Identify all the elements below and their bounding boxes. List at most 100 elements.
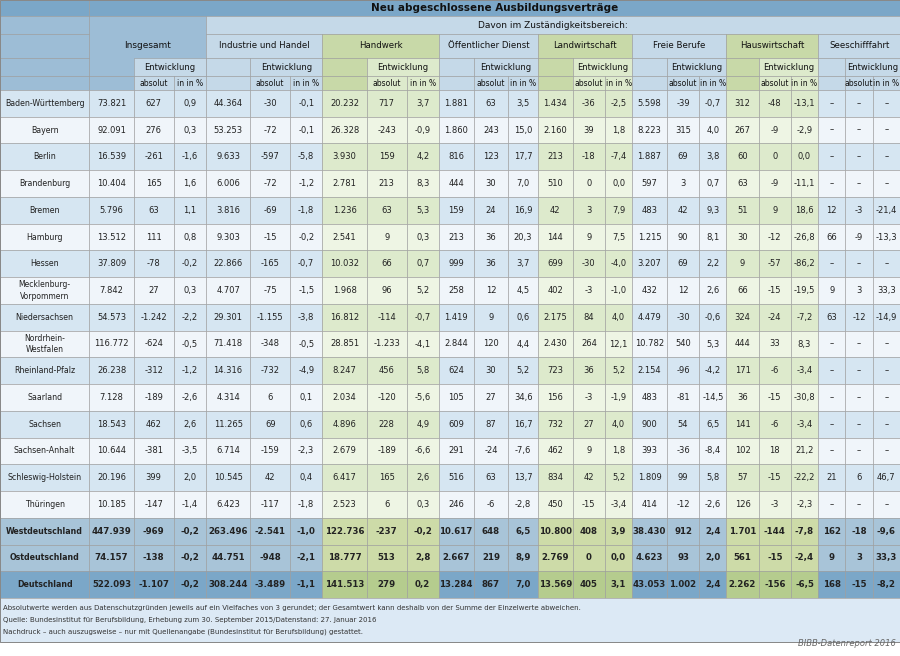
Bar xyxy=(572,518,605,544)
Text: -8,4: -8,4 xyxy=(705,447,721,455)
Text: Entwicklung: Entwicklung xyxy=(847,62,898,72)
Bar xyxy=(407,277,439,304)
Bar xyxy=(0,76,89,90)
Bar xyxy=(0,16,89,34)
Text: 402: 402 xyxy=(547,286,563,295)
Text: -57: -57 xyxy=(768,259,781,268)
Bar xyxy=(508,438,538,464)
Bar xyxy=(322,384,367,411)
Text: -3: -3 xyxy=(585,393,593,402)
Text: Freie Berufe: Freie Berufe xyxy=(653,41,706,51)
Text: 126: 126 xyxy=(734,500,751,509)
Text: 93: 93 xyxy=(677,554,689,562)
Text: 213: 213 xyxy=(379,179,395,188)
Text: 324: 324 xyxy=(734,313,751,321)
Bar xyxy=(206,518,250,544)
Text: -0,2: -0,2 xyxy=(182,259,198,268)
Bar xyxy=(726,76,759,90)
Text: 312: 312 xyxy=(734,99,751,108)
Bar xyxy=(134,251,174,277)
Text: 7.842: 7.842 xyxy=(100,286,123,295)
Bar xyxy=(439,117,473,144)
Text: 2,6: 2,6 xyxy=(416,473,429,482)
Text: 8.247: 8.247 xyxy=(333,366,356,375)
Bar xyxy=(699,438,726,464)
Bar xyxy=(206,571,250,598)
Text: 3,9: 3,9 xyxy=(611,527,626,536)
Text: -2,6: -2,6 xyxy=(182,393,198,402)
Text: 165: 165 xyxy=(379,473,395,482)
Text: 0,7: 0,7 xyxy=(706,179,719,188)
Bar xyxy=(508,571,538,598)
Text: 0: 0 xyxy=(586,554,592,562)
Bar xyxy=(174,170,206,197)
Bar xyxy=(759,144,791,170)
Text: 0,3: 0,3 xyxy=(183,125,196,134)
Bar xyxy=(174,358,206,384)
Text: 3: 3 xyxy=(857,286,862,295)
Bar xyxy=(439,544,473,571)
Bar xyxy=(508,90,538,117)
Bar xyxy=(759,251,791,277)
Bar xyxy=(759,170,791,197)
Text: -19,5: -19,5 xyxy=(794,286,815,295)
Bar xyxy=(439,384,473,411)
Bar xyxy=(759,58,818,76)
Text: –: – xyxy=(830,259,834,268)
Bar xyxy=(572,331,605,358)
Bar xyxy=(134,170,174,197)
Bar xyxy=(632,491,667,518)
Bar xyxy=(818,251,845,277)
Text: 447.939: 447.939 xyxy=(92,527,131,536)
Text: 87: 87 xyxy=(485,420,496,429)
Bar xyxy=(818,518,845,544)
Text: -78: -78 xyxy=(147,259,160,268)
Text: 54.573: 54.573 xyxy=(97,313,126,321)
Text: -86,2: -86,2 xyxy=(794,259,815,268)
Bar xyxy=(699,197,726,224)
Bar xyxy=(206,34,322,58)
Bar xyxy=(206,277,250,304)
Bar xyxy=(726,170,759,197)
Bar xyxy=(791,491,818,518)
Text: 63: 63 xyxy=(737,179,748,188)
Bar xyxy=(699,170,726,197)
Bar xyxy=(759,197,791,224)
Text: –: – xyxy=(884,152,888,161)
Bar xyxy=(845,331,873,358)
Bar xyxy=(250,571,290,598)
Bar xyxy=(206,76,250,90)
Bar xyxy=(726,224,759,251)
Bar xyxy=(508,224,538,251)
Bar xyxy=(473,438,508,464)
Text: 1,6: 1,6 xyxy=(183,179,196,188)
Bar xyxy=(667,170,699,197)
Text: Westdeutschland: Westdeutschland xyxy=(6,527,83,536)
Bar xyxy=(508,304,538,331)
Bar xyxy=(508,277,538,304)
Text: -2,3: -2,3 xyxy=(298,447,314,455)
Text: 30: 30 xyxy=(737,233,748,241)
Bar xyxy=(845,277,873,304)
Bar xyxy=(134,197,174,224)
Text: 144: 144 xyxy=(547,233,563,241)
Bar xyxy=(89,197,134,224)
Text: -75: -75 xyxy=(264,286,277,295)
Text: 36: 36 xyxy=(485,233,496,241)
Text: 20,3: 20,3 xyxy=(514,233,533,241)
Text: -24: -24 xyxy=(484,447,498,455)
Bar xyxy=(818,197,845,224)
Bar xyxy=(290,544,322,571)
Bar xyxy=(632,464,667,491)
Text: -1,2: -1,2 xyxy=(182,366,198,375)
Text: 0,0: 0,0 xyxy=(612,179,625,188)
Text: -2,5: -2,5 xyxy=(610,99,626,108)
Text: 2.160: 2.160 xyxy=(544,125,567,134)
Bar xyxy=(473,358,508,384)
Text: 6,5: 6,5 xyxy=(516,527,531,536)
Bar xyxy=(439,170,473,197)
Bar xyxy=(134,358,174,384)
Bar xyxy=(873,411,900,438)
Text: –: – xyxy=(830,99,834,108)
Bar xyxy=(174,304,206,331)
